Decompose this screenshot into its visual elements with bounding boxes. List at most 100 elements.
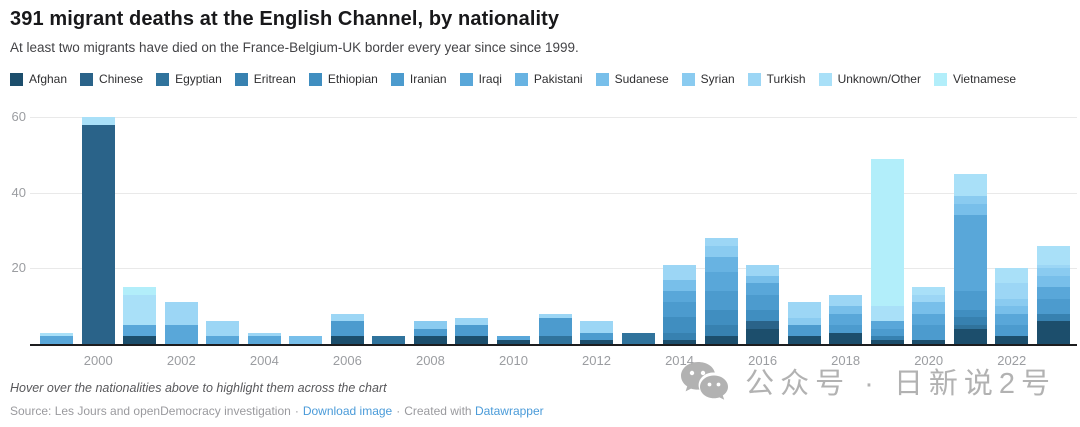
legend-item-vietnamese[interactable]: Vietnamese (933, 72, 1016, 86)
bar-segment-2015-eritrean[interactable] (704, 325, 738, 337)
bar-segment-2006-iranian[interactable] (330, 321, 364, 337)
bar-segment-2019-iranian[interactable] (870, 328, 904, 337)
bar-segment-2009-turkish[interactable] (455, 317, 489, 326)
bar-segment-2014-afghan[interactable] (663, 340, 697, 344)
bar-2001[interactable] (123, 287, 157, 344)
bar-segment-2003-turkish[interactable] (206, 321, 240, 337)
legend-item-turkish[interactable]: Turkish (747, 72, 806, 86)
bar-segment-1999-iraqi[interactable] (40, 336, 74, 344)
bar-segment-2011-egyptian[interactable] (538, 336, 572, 344)
bar-segment-2015-syrian[interactable] (704, 245, 738, 257)
bar-segment-2018-iranian[interactable] (829, 325, 863, 333)
bar-segment-2001-afghan[interactable] (123, 336, 157, 344)
bar-segment-2002-iraqi[interactable] (164, 325, 198, 344)
bar-segment-2021-ethiopian[interactable] (953, 309, 987, 318)
bar-segment-2017-afghan[interactable] (787, 336, 821, 344)
bar-2003[interactable] (206, 321, 240, 344)
bar-2014[interactable] (663, 264, 697, 344)
bar-segment-2014-iraqi[interactable] (663, 291, 697, 303)
bar-segment-2018-sudanese[interactable] (829, 306, 863, 314)
bar-segment-2017-iranian[interactable] (787, 325, 821, 337)
bar-segment-2014-turkish[interactable] (663, 264, 697, 280)
bar-segment-2019-unknown-other[interactable] (870, 306, 904, 322)
bar-segment-2020-iranian[interactable] (912, 325, 946, 341)
bar-2007[interactable] (372, 336, 406, 344)
bar-2013[interactable] (621, 332, 655, 344)
bar-segment-2018-turkish[interactable] (829, 294, 863, 307)
bar-segment-2006-afghan[interactable] (330, 336, 364, 344)
legend-item-afghan[interactable]: Afghan (10, 72, 67, 86)
bar-segment-2023-iranian[interactable] (1036, 298, 1070, 314)
bar-segment-2020-sudanese[interactable] (912, 302, 946, 314)
bar-segment-2014-sudanese[interactable] (663, 279, 697, 292)
bar-segment-2012-turkish[interactable] (580, 321, 614, 333)
bar-segment-2016-iranian[interactable] (746, 294, 780, 310)
bar-segment-2004-iraqi[interactable] (247, 336, 281, 344)
legend-item-unknown-other[interactable]: Unknown/Other (818, 72, 921, 86)
bar-segment-2007-egyptian[interactable] (372, 336, 406, 344)
bar-2002[interactable] (164, 302, 198, 344)
legend-item-syrian[interactable]: Syrian (681, 72, 735, 86)
bar-2020[interactable] (912, 287, 946, 344)
bar-segment-2015-turkish[interactable] (704, 238, 738, 246)
bar-segment-2008-iranian[interactable] (413, 328, 447, 337)
legend-item-pakistani[interactable]: Pakistani (514, 72, 583, 86)
bar-segment-2016-afghan[interactable] (746, 328, 780, 344)
bar-segment-1999-unknown-other[interactable] (40, 332, 74, 337)
bar-segment-2019-vietnamese[interactable] (870, 158, 904, 307)
bar-2012[interactable] (580, 321, 614, 344)
bar-2023[interactable] (1036, 245, 1070, 344)
bar-segment-2022-unknown-other[interactable] (995, 268, 1029, 284)
bar-segment-2003-iraqi[interactable] (206, 336, 240, 344)
bar-2018[interactable] (829, 294, 863, 344)
bar-2015[interactable] (704, 238, 738, 344)
bar-segment-2020-turkish[interactable] (912, 294, 946, 303)
bar-segment-2023-afghan[interactable] (1036, 321, 1070, 344)
bar-segment-2008-syrian[interactable] (413, 321, 447, 329)
bar-segment-2009-iranian[interactable] (455, 325, 489, 337)
bar-segment-2014-eritrean[interactable] (663, 332, 697, 341)
bar-segment-2022-sudanese[interactable] (995, 306, 1029, 314)
bar-segment-2021-eritrean[interactable] (953, 317, 987, 326)
bar-segment-2016-sudanese[interactable] (746, 275, 780, 284)
legend-item-sudanese[interactable]: Sudanese (595, 72, 669, 86)
bar-segment-2010-iraqi[interactable] (496, 336, 530, 341)
bar-segment-2018-afghan[interactable] (829, 332, 863, 344)
bar-segment-2017-turkish[interactable] (787, 302, 821, 318)
datawrapper-link[interactable]: Datawrapper (474, 404, 544, 418)
bar-segment-2022-iraqi[interactable] (995, 313, 1029, 326)
bar-segment-2004-turkish[interactable] (247, 332, 281, 337)
bar-segment-2013-egyptian[interactable] (621, 332, 655, 344)
bar-2010[interactable] (496, 336, 530, 344)
bar-2008[interactable] (413, 321, 447, 344)
bar-segment-2014-ethiopian[interactable] (663, 317, 697, 333)
bar-segment-2011-turkish[interactable] (538, 313, 572, 318)
bar-segment-2021-sudanese[interactable] (953, 204, 987, 216)
bar-segment-2021-iraqi[interactable] (953, 215, 987, 291)
bar-segment-2008-afghan[interactable] (413, 336, 447, 344)
bar-segment-2023-syrian[interactable] (1036, 268, 1070, 276)
legend-item-iraqi[interactable]: Iraqi (459, 72, 502, 86)
bar-segment-2023-sudanese[interactable] (1036, 275, 1070, 288)
bar-segment-2009-afghan[interactable] (455, 336, 489, 344)
bar-segment-2020-afghan[interactable] (912, 340, 946, 344)
bar-2016[interactable] (746, 264, 780, 344)
bar-segment-2019-afghan[interactable] (870, 340, 904, 344)
bar-2011[interactable] (538, 313, 572, 344)
bar-segment-2021-egyptian[interactable] (953, 325, 987, 329)
bar-segment-2001-iraqi[interactable] (123, 325, 157, 337)
bar-segment-2020-iraqi[interactable] (912, 313, 946, 326)
bar-2000[interactable] (81, 117, 115, 344)
bar-segment-2021-afghan[interactable] (953, 328, 987, 344)
legend-item-iranian[interactable]: Iranian (390, 72, 447, 86)
bar-segment-2020-unknown-other[interactable] (912, 287, 946, 295)
bar-segment-2001-vietnamese[interactable] (123, 287, 157, 295)
bar-segment-2022-syrian[interactable] (995, 298, 1029, 307)
bar-segment-2010-afghan[interactable] (496, 340, 530, 344)
bar-2022[interactable] (995, 268, 1029, 344)
bar-segment-2016-turkish[interactable] (746, 264, 780, 276)
legend-item-ethiopian[interactable]: Ethiopian (308, 72, 378, 86)
bar-segment-2019-iraqi[interactable] (870, 321, 904, 329)
legend-item-eritrean[interactable]: Eritrean (234, 72, 296, 86)
bar-2017[interactable] (787, 302, 821, 344)
